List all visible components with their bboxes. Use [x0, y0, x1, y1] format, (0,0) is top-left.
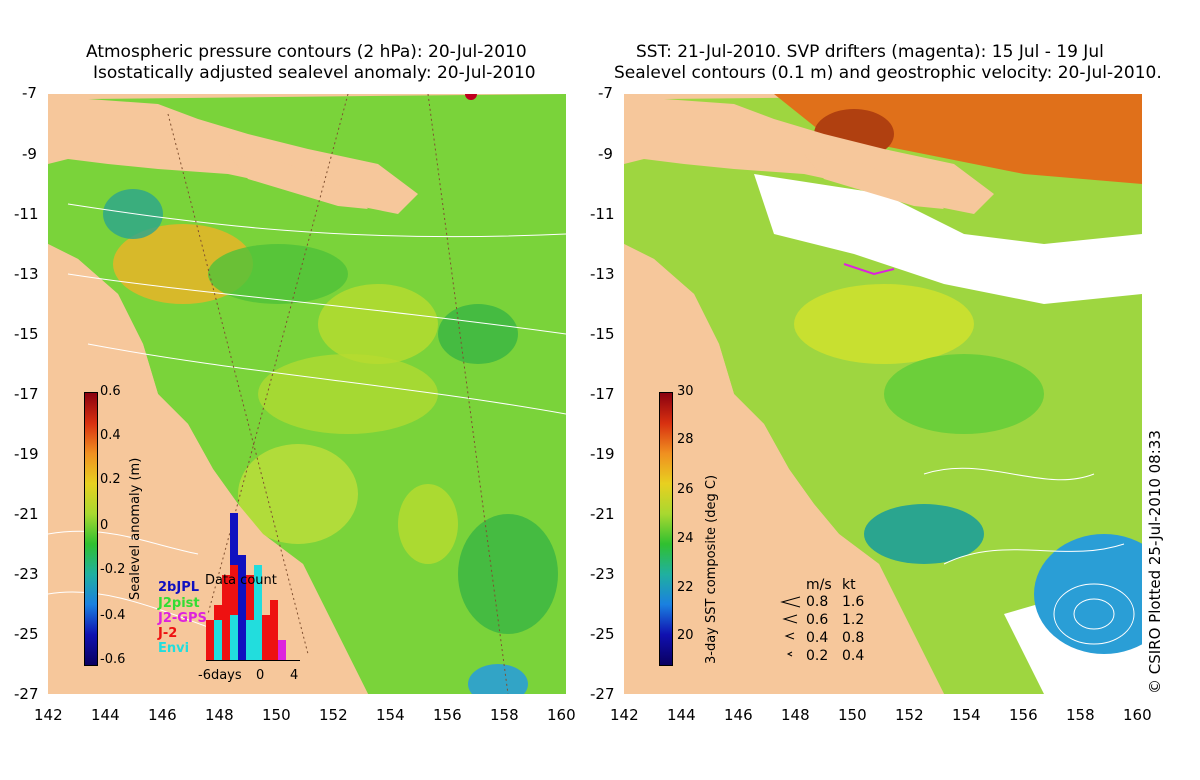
- data-count-histogram: [160, 505, 306, 680]
- left-lat-tick-4: -15: [14, 325, 39, 343]
- left-lat-tick-8: -23: [14, 565, 39, 583]
- right-title-line1: SST: 21-Jul-2010. SVP drifters (magenta)…: [636, 42, 1104, 62]
- right-lon-tick-0: 142: [610, 706, 639, 724]
- right-lat-tick-0: -7: [598, 84, 613, 102]
- left-lat-tick-6: -19: [14, 445, 39, 463]
- left-colorbar: [84, 392, 98, 666]
- right-colorbar: [659, 392, 673, 666]
- right-cb-tick-3: 24: [677, 531, 694, 546]
- histogram-xtick-1: 0: [256, 668, 265, 683]
- left-lat-tick-5: -17: [14, 385, 39, 403]
- right-lat-tick-4: -15: [590, 325, 615, 343]
- right-lat-tick-3: -13: [590, 265, 615, 283]
- right-lat-tick-1: -9: [598, 145, 613, 163]
- left-cb-tick-2: 0.2: [100, 472, 121, 487]
- right-lon-tick-3: 148: [781, 706, 810, 724]
- right-lon-tick-8: 158: [1066, 706, 1095, 724]
- right-cb-tick-1: 28: [677, 432, 694, 447]
- left-cb-tick-1: 0.4: [100, 428, 121, 443]
- right-cb-tick-0: 30: [677, 384, 694, 399]
- left-lat-tick-10: -27: [14, 685, 39, 703]
- right-lon-tick-2: 146: [724, 706, 753, 724]
- left-lon-tick-6: 154: [376, 706, 405, 724]
- speed-legend-row2-kt: 0.8: [842, 630, 865, 646]
- legend-j2pist: J2pist: [158, 596, 200, 611]
- right-cb-tick-2: 26: [677, 482, 694, 497]
- left-lat-tick-9: -25: [14, 625, 39, 643]
- sst-map: [624, 94, 1142, 694]
- speed-legend-header-kt: kt: [842, 577, 856, 593]
- right-lat-tick-6: -19: [590, 445, 615, 463]
- speed-legend-header-ms: m/s: [806, 577, 832, 593]
- right-lon-tick-1: 144: [667, 706, 696, 724]
- left-lon-tick-8: 158: [490, 706, 519, 724]
- right-lat-tick-10: -27: [590, 685, 615, 703]
- left-cb-tick-0: 0.6: [100, 384, 121, 399]
- legend-j2-gps: J2-GPS: [158, 611, 207, 626]
- left-lon-tick-0: 142: [34, 706, 63, 724]
- speed-legend-row1-ms: 0.6: [806, 612, 829, 628]
- speed-legend-row2-ms: 0.4: [806, 630, 829, 646]
- sealevel-anomaly-map: [48, 94, 566, 694]
- legend-j-2: J-2: [158, 626, 178, 641]
- right-title-line2: Sealevel contours (0.1 m) and geostrophi…: [614, 63, 1162, 83]
- legend-2bjpl: 2bJPL: [158, 580, 199, 595]
- left-lat-tick-7: -21: [14, 505, 39, 523]
- left-lat-tick-2: -11: [14, 205, 39, 223]
- left-lon-tick-4: 150: [262, 706, 291, 724]
- legend-envi: Envi: [158, 641, 190, 656]
- copyright-note: © CSIRO Plotted 25-Jul-2010 08:33: [1146, 430, 1164, 694]
- right-cb-tick-4: 22: [677, 580, 694, 595]
- left-map: [48, 94, 566, 694]
- speed-legend-row1-kt: 1.2: [842, 612, 865, 628]
- right-lat-tick-8: -23: [590, 565, 615, 583]
- right-lat-tick-9: -25: [590, 625, 615, 643]
- right-lon-tick-7: 156: [1009, 706, 1038, 724]
- speed-legend-row0-ms: 0.8: [806, 594, 829, 610]
- left-cb-tick-5: -0.4: [100, 608, 126, 623]
- left-lat-tick-0: -7: [22, 84, 37, 102]
- right-lon-tick-6: 154: [952, 706, 981, 724]
- left-lon-tick-7: 156: [433, 706, 462, 724]
- histogram-xtick-0: -6days: [198, 668, 242, 683]
- left-colorbar-label: Sealevel anomaly (m): [128, 457, 143, 600]
- left-lon-tick-1: 144: [91, 706, 120, 724]
- histogram-xtick-2: 4: [290, 668, 299, 683]
- speed-legend-arrows: [780, 596, 801, 657]
- speed-legend-row3-ms: 0.2: [806, 648, 829, 664]
- right-lon-tick-9: 160: [1123, 706, 1152, 724]
- speed-legend-row3-kt: 0.4: [842, 648, 865, 664]
- right-lat-tick-5: -17: [590, 385, 615, 403]
- left-lat-tick-1: -9: [22, 145, 37, 163]
- left-lon-tick-2: 146: [148, 706, 177, 724]
- left-cb-tick-3: 0: [100, 518, 109, 533]
- speed-legend-row0-kt: 1.6: [842, 594, 865, 610]
- left-cb-tick-4: -0.2: [100, 562, 126, 577]
- right-lon-tick-5: 152: [895, 706, 924, 724]
- left-lat-tick-3: -13: [14, 265, 39, 283]
- right-cb-tick-5: 20: [677, 628, 694, 643]
- right-lon-tick-4: 150: [838, 706, 867, 724]
- right-map: [624, 94, 1142, 694]
- left-lon-tick-9: 160: [547, 706, 576, 724]
- histogram-title: Data count: [205, 573, 277, 588]
- right-lat-tick-7: -21: [590, 505, 615, 523]
- left-title-line1: Atmospheric pressure contours (2 hPa): 2…: [86, 42, 527, 62]
- left-lon-tick-3: 148: [205, 706, 234, 724]
- left-cb-tick-6: -0.6: [100, 652, 126, 667]
- right-colorbar-label: 3-day SST composite (deg C): [704, 474, 719, 664]
- left-title-line2: Isostatically adjusted sealevel anomaly:…: [93, 63, 536, 83]
- left-lon-tick-5: 152: [319, 706, 348, 724]
- right-lat-tick-2: -11: [590, 205, 615, 223]
